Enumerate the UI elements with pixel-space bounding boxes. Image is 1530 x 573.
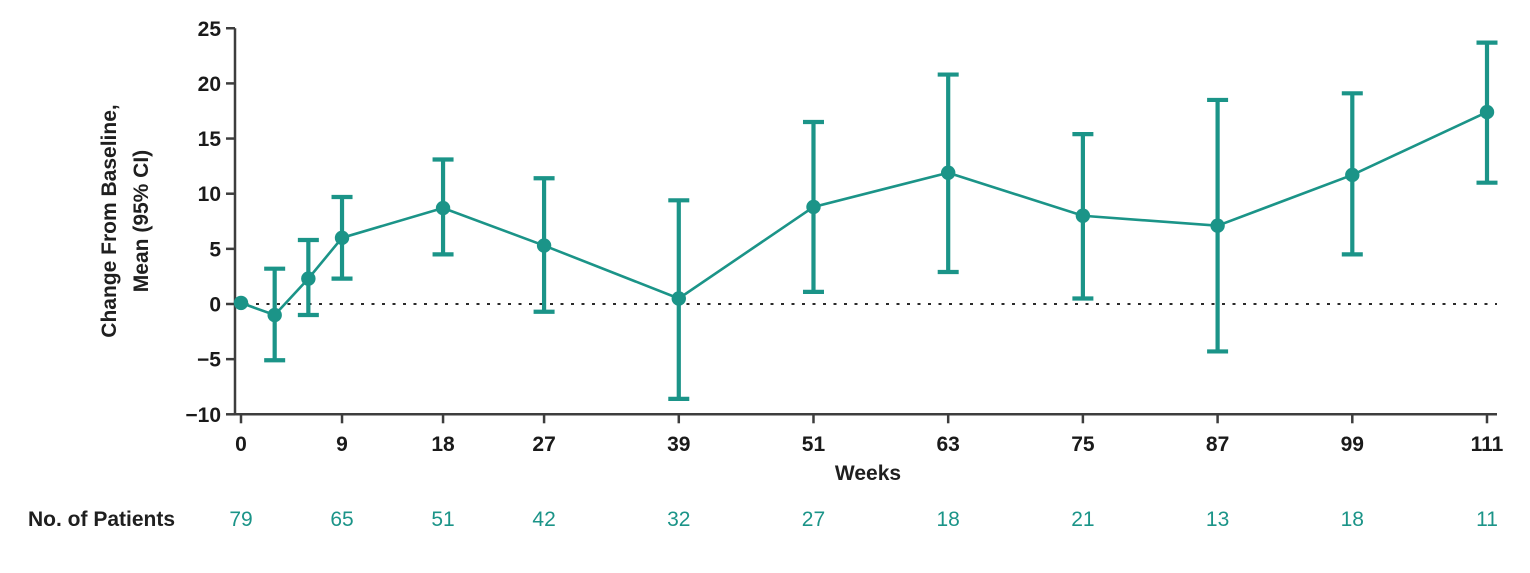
- y-axis-label-line1: Change From Baseline,: [98, 104, 121, 337]
- y-tick-label: 25: [198, 18, 222, 41]
- y-tick-label: 20: [198, 73, 221, 96]
- x-tick-label: 0: [235, 433, 247, 456]
- data-point-marker: [671, 291, 686, 306]
- patient-count: 42: [532, 508, 555, 531]
- y-tick-label: 5: [209, 238, 221, 261]
- data-point-marker: [301, 271, 316, 286]
- x-axis-label: Weeks: [835, 462, 901, 485]
- data-point-marker: [1210, 218, 1225, 233]
- y-tick-label: 10: [198, 183, 221, 206]
- series-line: [240, 110, 1488, 317]
- data-point-marker: [267, 307, 282, 323]
- data-point-marker: [806, 199, 821, 215]
- y-axis-label-line2: Mean (95% CI): [130, 150, 153, 292]
- x-tick-label: 51: [802, 433, 826, 456]
- data-point-marker: [1479, 104, 1495, 120]
- x-tick-label: 9: [336, 433, 348, 456]
- x-tick-label: 63: [937, 433, 960, 456]
- x-tick-label: 111: [1471, 433, 1504, 456]
- y-tick-label: 0: [209, 294, 221, 317]
- x-tick-label: 99: [1341, 433, 1364, 456]
- patient-count: 51: [431, 508, 454, 531]
- y-tick-label: 15: [198, 128, 222, 151]
- data-point-marker: [334, 230, 350, 246]
- x-tick-label: 87: [1206, 433, 1229, 456]
- data-point-marker: [536, 238, 552, 253]
- patient-count: 27: [802, 508, 825, 531]
- patients-row-label: No. of Patients: [28, 508, 175, 531]
- x-tick-label: 18: [431, 433, 455, 456]
- patient-count: 32: [667, 508, 690, 531]
- data-point-marker: [233, 295, 249, 311]
- patient-count: 18: [1341, 508, 1364, 531]
- x-tick-label: 27: [532, 433, 555, 456]
- patient-count: 79: [229, 508, 252, 531]
- y-tick-label: −5: [197, 349, 221, 372]
- x-tick-label: 75: [1071, 433, 1095, 456]
- x-tick-label: 39: [667, 433, 690, 456]
- patient-count: 65: [330, 508, 353, 531]
- data-point-marker: [435, 200, 451, 216]
- patient-count: 21: [1071, 508, 1094, 531]
- patient-count: 11: [1476, 508, 1498, 531]
- data-point-marker: [1075, 208, 1091, 223]
- chart-dynamic-layer: 25 20 15 10 5 0 −5 −10 0 79 9 65 18 51 27 42 39 32 51 27 63 1…: [185, 18, 1503, 531]
- patient-count: 18: [937, 508, 960, 531]
- y-tick-label: −10: [185, 404, 221, 427]
- patient-count: 13: [1206, 508, 1229, 531]
- data-point-marker: [940, 165, 956, 180]
- data-point-marker: [1345, 167, 1360, 183]
